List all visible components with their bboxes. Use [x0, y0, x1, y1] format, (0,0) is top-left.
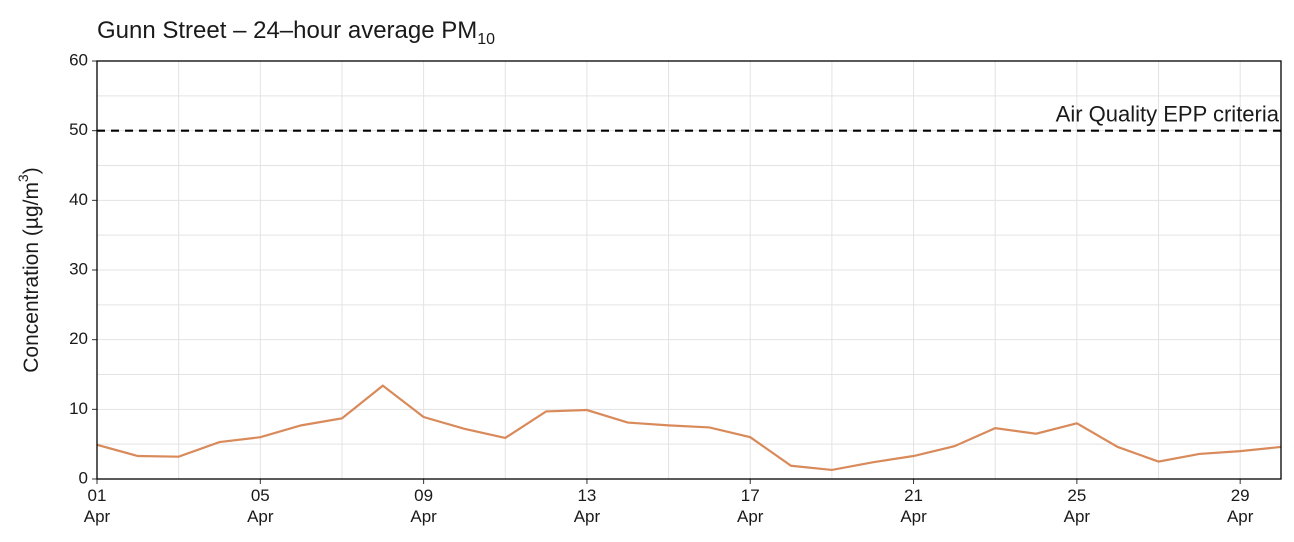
- x-tick-label-line: Apr: [247, 507, 274, 526]
- x-tick-label: 17 Apr: [737, 486, 764, 526]
- x-tick-label-line: 05: [251, 486, 270, 505]
- x-tick-label-line: 29: [1231, 486, 1250, 505]
- x-tick-label: 09 Apr: [410, 486, 437, 526]
- title-subscript: 10: [477, 31, 495, 48]
- x-tick-label: 01 Apr: [84, 486, 111, 526]
- plot-frame: [96, 60, 1282, 480]
- y-tick-label: 10: [69, 399, 88, 418]
- y-axis-label: Concentration (µg/m3): [15, 167, 43, 372]
- x-tick-label-line: Apr: [737, 507, 764, 526]
- y-tick-label: 30: [69, 259, 88, 278]
- x-tick-label-line: 17: [741, 486, 760, 505]
- x-tick-label-line: 09: [414, 486, 433, 505]
- x-tick-label-line: 01: [88, 486, 107, 505]
- y-tick-label: 60: [69, 50, 88, 69]
- x-tick-label-line: Apr: [1064, 507, 1091, 526]
- x-tick-label-line: 13: [577, 486, 596, 505]
- reference-label: Air Quality EPP criteria: [1056, 101, 1280, 126]
- x-tick-label-line: Apr: [574, 507, 601, 526]
- x-tick-label-line: 25: [1067, 486, 1086, 505]
- y-tick-label: 0: [79, 468, 88, 487]
- y-tick-label: 40: [69, 190, 88, 209]
- y-tick-label: 50: [69, 120, 88, 139]
- x-tick-label-line: 21: [904, 486, 923, 505]
- title-text: Gunn Street – 24–hour average PM: [97, 17, 477, 44]
- chart-title: Gunn Street – 24–hour average PM10: [97, 17, 495, 48]
- x-tick-label-line: Apr: [410, 507, 437, 526]
- x-tick-label: 21 Apr: [900, 486, 927, 526]
- x-tick-label-line: Apr: [84, 507, 111, 526]
- x-tick-label-line: Apr: [1227, 507, 1254, 526]
- x-tick-label-line: Apr: [900, 507, 927, 526]
- ylabel-text: Concentration (µg/m: [20, 182, 43, 373]
- x-tick-label: 05 Apr: [247, 486, 274, 526]
- x-tick-label: 13 Apr: [574, 486, 601, 526]
- x-tick-label: 25 Apr: [1064, 486, 1091, 526]
- ylabel-text: ): [20, 167, 43, 174]
- ylabel-superscript: 3: [15, 174, 31, 182]
- data-line: [96, 384, 1282, 472]
- y-tick-label: 20: [69, 329, 88, 348]
- x-tick-label: 29 Apr: [1227, 486, 1254, 526]
